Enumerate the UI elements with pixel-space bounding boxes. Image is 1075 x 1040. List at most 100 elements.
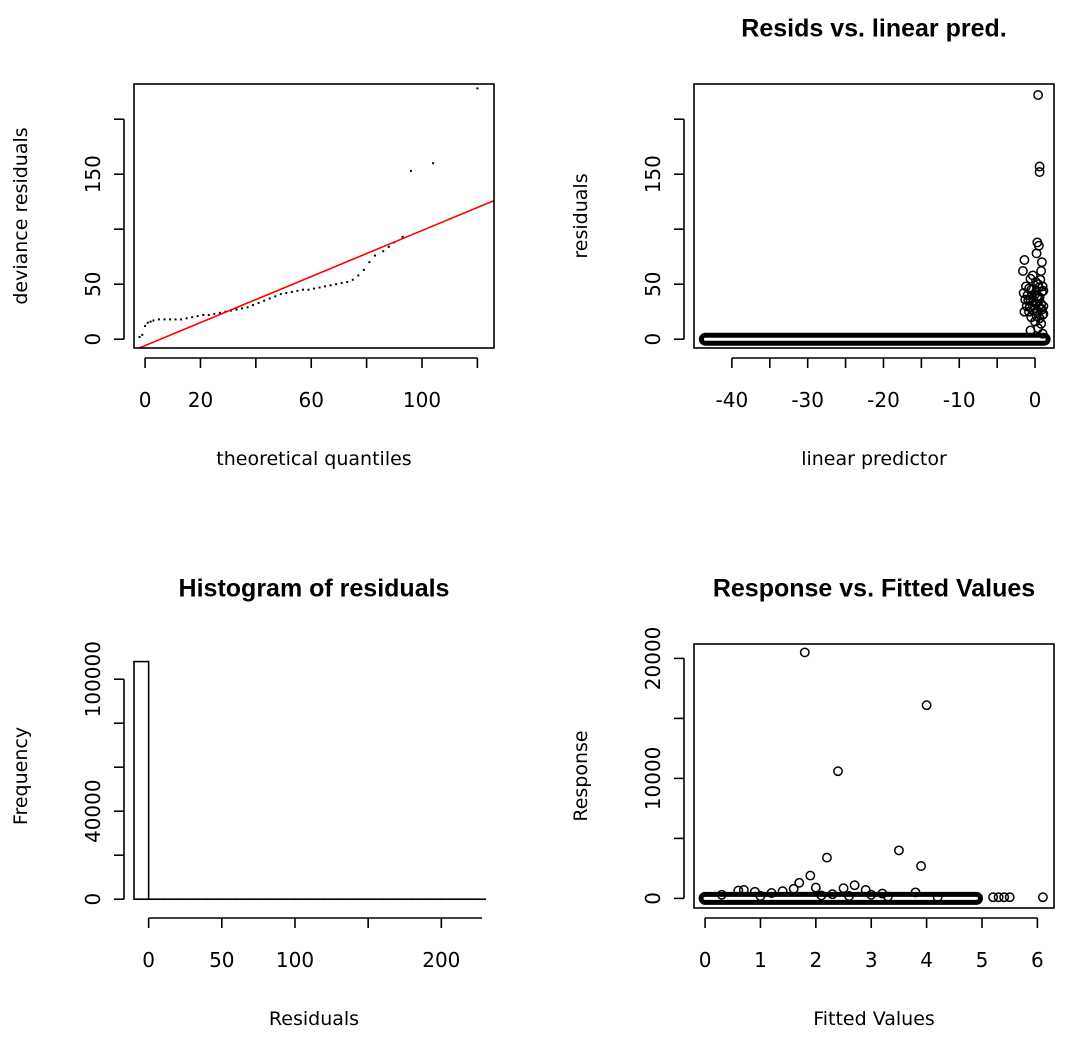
data-point — [285, 292, 288, 294]
data-point — [988, 892, 999, 903]
y-tick-label: 40000 — [81, 779, 105, 843]
data-point — [738, 885, 749, 895]
data-point — [1037, 892, 1048, 903]
data-point — [169, 318, 171, 321]
data-point — [1025, 325, 1036, 336]
data-point — [351, 278, 354, 281]
y-tick-label: 0 — [641, 892, 665, 905]
resids-vs-linear-pred-panel: Resids vs. linear pred. linear predictor r… — [570, 15, 1055, 470]
data-point — [196, 315, 199, 318]
data-point — [827, 889, 838, 900]
data-point — [733, 885, 744, 896]
x-tick-label: 100 — [403, 388, 441, 412]
data-point — [1035, 303, 1046, 314]
data-point — [1033, 90, 1044, 100]
data-point — [805, 870, 816, 881]
x-tick-label: 60 — [299, 388, 324, 412]
data-point — [149, 320, 152, 323]
x-tick-label: 0 — [699, 948, 712, 972]
x-tick-label: 50 — [209, 948, 234, 972]
data-point — [387, 245, 390, 248]
y-tick-label: 0 — [81, 333, 105, 346]
chart-title: Response vs. Fitted Values — [713, 575, 1035, 603]
overplotted-points-band — [698, 891, 983, 905]
data-point — [932, 892, 943, 903]
x-tick-label: 1 — [754, 948, 767, 972]
y-tick-label: 50 — [641, 271, 665, 296]
reference-line — [137, 199, 494, 348]
data-point — [1034, 161, 1045, 172]
response-vs-fitted-panel: Response vs. Fitted Values Fitted Values R… — [570, 575, 1055, 1030]
data-point — [844, 891, 855, 901]
y-tick-label: 100000 — [81, 641, 105, 717]
x-axis-label: Fitted Values — [813, 1008, 935, 1030]
x-tick-label: -30 — [791, 388, 824, 412]
plot-data-layer — [698, 90, 1051, 346]
plot-data-layer — [698, 647, 1048, 905]
x-tick-label: 3 — [865, 948, 878, 972]
overplotted-points-band — [698, 332, 1051, 346]
data-point — [916, 861, 927, 871]
data-point — [257, 301, 260, 304]
data-point — [346, 281, 349, 283]
data-point — [1038, 308, 1049, 319]
data-point — [1019, 306, 1030, 317]
data-point — [263, 299, 266, 302]
data-point — [1036, 257, 1047, 268]
data-point — [207, 314, 210, 316]
data-point — [893, 845, 904, 856]
data-point — [1036, 266, 1047, 276]
chart-title: Histogram of residuals — [179, 575, 450, 603]
data-point — [202, 314, 205, 316]
plot-frame — [693, 643, 1055, 909]
data-point — [296, 289, 299, 292]
x-tick-label: 0 — [139, 388, 152, 412]
histogram-bar — [133, 660, 150, 900]
data-point — [252, 304, 255, 307]
plot-frame — [693, 83, 1055, 349]
data-point — [877, 888, 888, 899]
data-point — [163, 318, 166, 321]
x-tick-label: 0 — [142, 948, 155, 972]
data-point — [1034, 167, 1045, 177]
data-point — [1031, 248, 1042, 259]
data-point — [849, 880, 860, 891]
x-tick-label: 20 — [188, 388, 213, 412]
y-tick-label: 150 — [641, 155, 665, 193]
x-tick-label: 6 — [1031, 948, 1044, 972]
data-point — [1037, 328, 1048, 339]
data-point — [373, 254, 376, 257]
data-point — [810, 882, 821, 893]
data-point — [268, 297, 271, 300]
data-point — [185, 317, 188, 320]
data-point — [788, 883, 799, 894]
plot-frame — [133, 83, 495, 349]
data-point — [329, 284, 332, 287]
data-point — [241, 307, 243, 310]
data-point — [138, 336, 141, 338]
data-point — [866, 889, 877, 900]
x-axis-label: theoretical quantiles — [216, 448, 411, 470]
data-point — [799, 647, 810, 658]
data-point — [362, 268, 365, 271]
data-point — [144, 325, 147, 327]
data-point — [716, 889, 727, 900]
x-axis-label: Residuals — [269, 1008, 359, 1030]
data-point — [368, 261, 371, 264]
y-axis-label: Response — [570, 730, 592, 821]
data-point — [318, 286, 321, 289]
data-point — [357, 274, 360, 277]
data-point — [146, 321, 149, 324]
y-tick-label: 10000 — [641, 747, 665, 811]
y-tick-label: 50 — [81, 271, 105, 296]
x-tick-label: 4 — [920, 948, 933, 972]
data-point — [860, 885, 871, 895]
data-point — [432, 162, 435, 165]
y-tick-label: 150 — [81, 155, 105, 193]
data-point — [401, 235, 404, 238]
x-tick-label: 2 — [809, 948, 822, 972]
data-point — [274, 295, 277, 298]
y-tick-label: 0 — [641, 333, 665, 346]
data-point — [755, 891, 766, 901]
data-point — [290, 290, 293, 293]
